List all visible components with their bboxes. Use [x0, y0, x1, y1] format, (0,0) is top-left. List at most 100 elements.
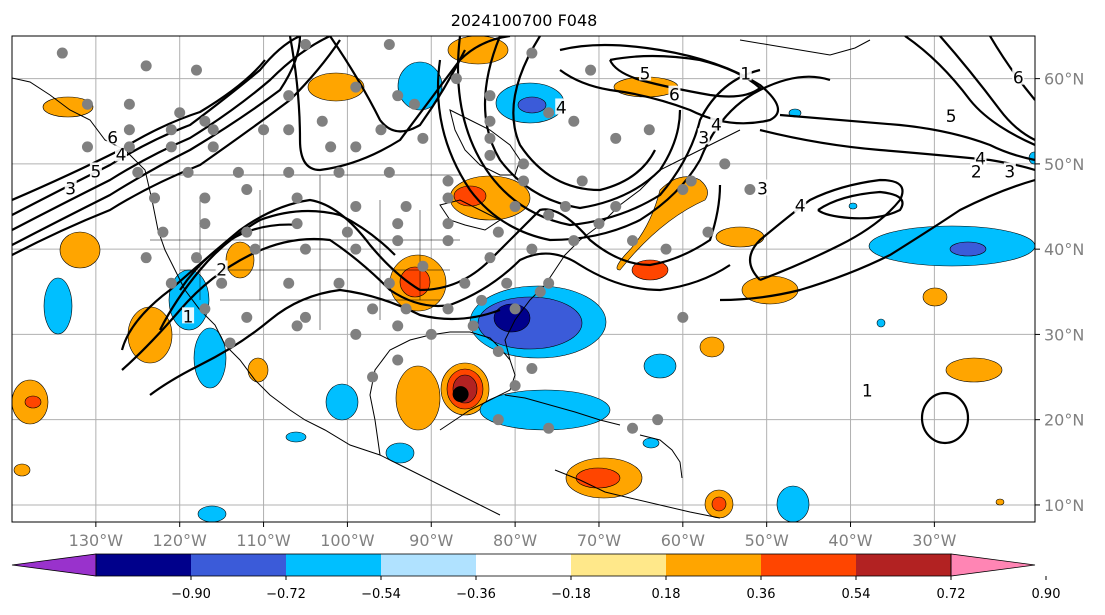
observation-site	[190, 252, 202, 264]
colorbar-segment	[761, 554, 857, 576]
observation-site	[543, 107, 555, 119]
observation-site	[392, 218, 404, 230]
observation-site	[283, 124, 295, 136]
negative-anomaly-area	[643, 353, 677, 379]
observation-site	[526, 47, 538, 59]
map-frame	[11, 35, 1036, 523]
observation-site	[442, 235, 454, 247]
colorbar-segment	[381, 554, 477, 576]
atlantic-contour-3	[748, 178, 904, 282]
jet-contour-4	[12, 39, 341, 256]
observation-site	[442, 175, 454, 187]
observation-site	[249, 243, 261, 255]
negative-anomaly-area	[385, 442, 415, 464]
contour-label: 1	[740, 64, 751, 84]
observation-site	[425, 328, 437, 340]
observation-site	[383, 277, 395, 289]
positive-anomaly-area	[395, 365, 441, 431]
observation-site	[123, 141, 135, 153]
cyclone-center-marker	[452, 386, 469, 403]
positive-anomaly-area	[699, 336, 725, 358]
contour-label: 4	[795, 197, 806, 217]
observation-site	[258, 124, 270, 136]
observation-site	[149, 192, 161, 204]
observation-site	[568, 115, 580, 127]
contour-label: 1	[862, 382, 873, 402]
lon-tick-label: 40°W	[828, 531, 872, 550]
observation-site	[291, 218, 303, 230]
contour-label-bg	[89, 162, 102, 179]
observation-site	[350, 141, 362, 153]
observation-site	[325, 141, 337, 153]
observation-site	[442, 192, 454, 204]
negative-anomaly-area	[325, 383, 359, 421]
colorbar-tick-label: 0.54	[842, 587, 871, 602]
observation-site	[232, 166, 244, 178]
observation-site	[417, 260, 429, 272]
positive-anomaly-area	[945, 357, 1003, 383]
observation-site	[518, 158, 529, 170]
lat-tick-label: 40°N	[1044, 240, 1084, 259]
greenland-coast	[739, 39, 871, 56]
contour-label: 5	[90, 162, 101, 182]
jet-contour-3	[12, 36, 302, 246]
observation-site	[543, 422, 555, 434]
observation-site	[627, 422, 639, 434]
negative-anomaly-area	[517, 96, 547, 114]
observation-site	[341, 226, 353, 238]
observation-sites	[56, 39, 756, 434]
colorbar-tick-label: −0.36	[456, 587, 496, 602]
colorbar-segment	[666, 554, 762, 576]
observation-site	[165, 141, 177, 153]
observation-site	[283, 166, 295, 178]
lon-tick-label: 90°W	[409, 531, 453, 550]
observation-site	[375, 124, 387, 136]
colorbar-frame	[95, 553, 952, 577]
contour-label-bg	[182, 307, 195, 324]
cuba	[504, 394, 621, 426]
observation-site	[568, 235, 580, 247]
figure-title: 2024100700 F048	[451, 11, 598, 30]
east-contour-6	[989, 36, 1035, 101]
lat-tick-label: 50°N	[1044, 155, 1084, 174]
observation-site	[677, 311, 689, 323]
observation-site	[56, 47, 68, 59]
colorbar-tick-label: 0.72	[937, 587, 966, 602]
observation-site	[450, 73, 462, 85]
contour-label-bg	[739, 64, 752, 81]
contour-label-bg	[64, 179, 77, 196]
observation-site	[383, 166, 395, 178]
contour-label: 3	[1004, 162, 1015, 182]
low-contour-5	[559, 43, 780, 125]
observation-site	[299, 243, 311, 255]
lon-tick-label: 100°W	[320, 531, 375, 550]
observation-site	[383, 39, 395, 51]
colorbar-segment	[96, 554, 192, 576]
negative-anomaly-area	[848, 202, 858, 210]
colorbar-tick-label: 0.36	[747, 587, 776, 602]
colorbar-tick-label: −0.54	[361, 587, 401, 602]
observation-site	[123, 98, 135, 110]
observation-site	[559, 201, 571, 213]
trough-contour-1	[436, 59, 831, 242]
contour-label-bg	[1003, 162, 1016, 179]
positive-anomaly-area	[711, 496, 727, 512]
colorbar-tick-label: 0.90	[1032, 587, 1061, 602]
observation-site	[685, 175, 697, 187]
observation-site	[291, 192, 303, 204]
contour-label: 3	[65, 179, 76, 199]
contour-label: 4	[116, 145, 127, 165]
negative-anomaly-area	[197, 505, 227, 522]
positive-anomaly-area	[247, 357, 269, 383]
observation-site	[526, 243, 538, 255]
lon-tick-label: 80°W	[493, 531, 537, 550]
positive-anomaly-area	[307, 72, 365, 102]
florida-east-coast	[504, 129, 741, 361]
contour-label: 2	[971, 162, 982, 182]
observation-site	[291, 320, 303, 332]
positive-anomaly-area	[42, 96, 94, 118]
observation-site	[216, 277, 228, 289]
contour-label-bg	[861, 381, 874, 398]
